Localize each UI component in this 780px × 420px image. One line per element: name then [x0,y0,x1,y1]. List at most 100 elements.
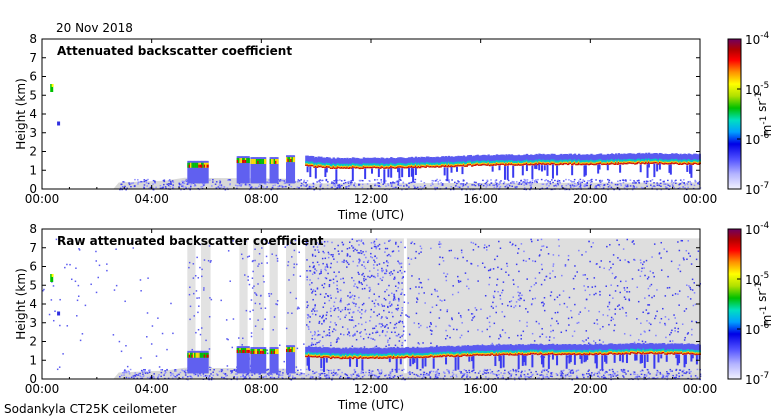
noise-dot [307,304,309,307]
noise-dot [695,321,698,323]
noise-dot [297,306,299,309]
aerosol-dot [236,378,238,381]
aerosol-dot [468,369,470,372]
aerosol-dot [437,181,440,183]
aerosol-dot [665,187,668,189]
aerosol-dot [181,180,184,183]
noise-dot [324,302,326,304]
aerosol-dot [169,183,171,185]
noise-dot [534,297,537,300]
aerosol-dot [610,186,613,189]
cloud-fringe [687,153,690,164]
aerosol-dot [316,181,318,183]
noise-dot [381,267,383,270]
noise-dot [266,262,268,264]
cloud-fringe [425,156,429,167]
aerosol-dot [122,372,124,374]
aerosol-dot [579,183,582,185]
noise-dot [383,242,386,244]
aerosol-dot [675,376,678,378]
aerosol-dot [208,378,210,381]
aerosol-dot [602,187,605,189]
aerosol-dot [549,181,552,183]
broken-cloud [288,155,291,184]
noise-dot [318,251,320,253]
noise-dot [389,322,392,324]
cloud-fringe [364,157,367,169]
aerosol-dot [149,369,151,371]
noise-dot [520,297,522,300]
aerosol-dot [357,374,359,376]
aerosol-dot [575,370,578,373]
aerosol-dot [338,184,341,186]
aerosol-dot [639,370,642,373]
noise-dot [400,314,402,317]
aerosol-dot [330,372,333,374]
noise-dot [189,318,191,321]
virga [355,359,358,367]
aerosol-dot [215,181,218,183]
broken-cloud-core [187,162,190,168]
noise-dot [599,266,601,268]
noise-dot [397,333,400,336]
aerosol-dot [502,377,505,379]
noise-dot [66,263,68,266]
aerosol-dot [477,372,480,374]
noise-dot [599,290,601,293]
cloud-fringe [642,153,645,164]
noise-dot [549,272,551,275]
aerosol-dot [182,182,185,185]
cloud-peak [593,163,596,166]
noise-dot [457,291,460,294]
cloud-peak [451,165,455,168]
noise-dot [330,344,332,347]
aerosol-dot [653,182,655,184]
aerosol-dot [301,372,304,375]
cloud-fringe [502,154,505,165]
noise-dot [644,341,647,343]
noise-dot [557,238,560,241]
noise-dot [656,289,658,291]
aerosol-dot [423,182,426,184]
aerosol-dot [334,185,336,188]
cloud-peak [636,162,640,164]
cloud-fringe [678,154,681,165]
aerosol-dot [495,179,498,181]
aerosol-dot [662,180,665,183]
noise-dot [353,295,356,297]
noise-dot [650,283,653,286]
cloud-fringe [327,157,330,168]
broken-cloud [276,157,279,184]
noise-dot [124,300,126,303]
noise-dot [499,334,501,336]
noise-dot [198,305,200,307]
aerosol-dot [430,370,433,372]
cloud-fringe [645,152,648,164]
cloud-fringe [477,155,481,166]
noise-dot [332,282,335,284]
cloud-fringe [365,347,368,359]
noise-dot [489,315,491,318]
noise-dot [358,273,360,275]
noise-dot [386,264,389,267]
aerosol-dot [420,180,423,182]
noise-dot [618,243,620,246]
unit-exponent: -1 [754,92,764,101]
aerosol-dot [690,370,692,373]
aerosol-dot [442,371,445,373]
noise-dot [609,260,611,263]
aerosol-dot [259,373,261,375]
aerosol-dot [536,373,539,375]
noise-dot [361,288,364,290]
aerosol-dot [545,184,548,186]
broken-cloud [201,160,204,184]
noise-dot [628,261,630,264]
cloud-fringe [314,346,318,358]
aerosol-dot [146,185,148,187]
aerosol-dot [457,180,459,182]
cloud-peak [612,162,615,165]
aerosol-dot [423,186,425,188]
noise-dot [400,262,402,265]
aerosol-dot [640,186,643,189]
noise-dot [367,259,370,262]
